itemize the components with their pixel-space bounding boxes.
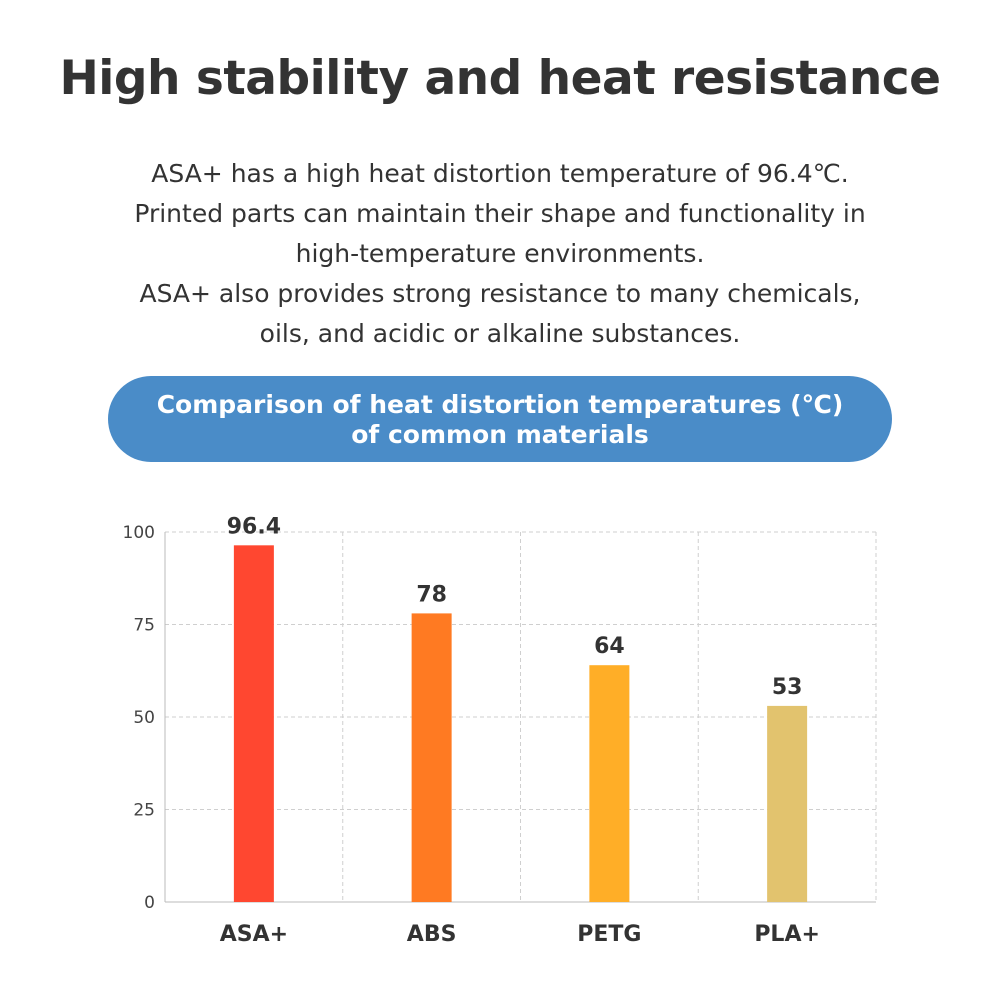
data-label: 78 <box>416 582 447 607</box>
bar-abs <box>411 613 452 902</box>
y-tick-label: 75 <box>133 616 155 636</box>
data-label: 96.4 <box>227 514 281 539</box>
x-category-label: ASA+ <box>220 922 288 947</box>
x-category-label: PETG <box>577 922 641 947</box>
description-line: ASA+ also provides strong resistance to … <box>139 279 861 308</box>
y-tick-label: 0 <box>144 893 155 913</box>
data-label: 53 <box>772 675 803 700</box>
x-category-label: ABS <box>407 922 457 947</box>
y-tick-label: 100 <box>123 523 155 543</box>
bar-petg <box>589 665 630 902</box>
description: ASA+ has a high heat distortion temperat… <box>50 154 950 354</box>
data-label: 64 <box>594 634 625 659</box>
x-category-label: PLA+ <box>754 922 820 947</box>
chart-title-line: of common materials <box>351 420 649 449</box>
page-title: High stability and heat resistance <box>59 51 941 106</box>
bar-pla <box>767 705 808 902</box>
chart-title-line: Comparison of heat distortion temperatur… <box>156 390 844 419</box>
bar-asa <box>233 545 274 902</box>
description-line: oils, and acidic or alkaline substances. <box>259 319 741 348</box>
description-line: ASA+ has a high heat distortion temperat… <box>151 159 849 188</box>
y-tick-label: 25 <box>133 801 155 821</box>
description-line: high-temperature environments. <box>295 239 705 268</box>
chart-title-banner: Comparison of heat distortion temperatur… <box>108 376 892 462</box>
description-line: Printed parts can maintain their shape a… <box>134 199 866 228</box>
y-tick-label: 50 <box>133 708 155 728</box>
